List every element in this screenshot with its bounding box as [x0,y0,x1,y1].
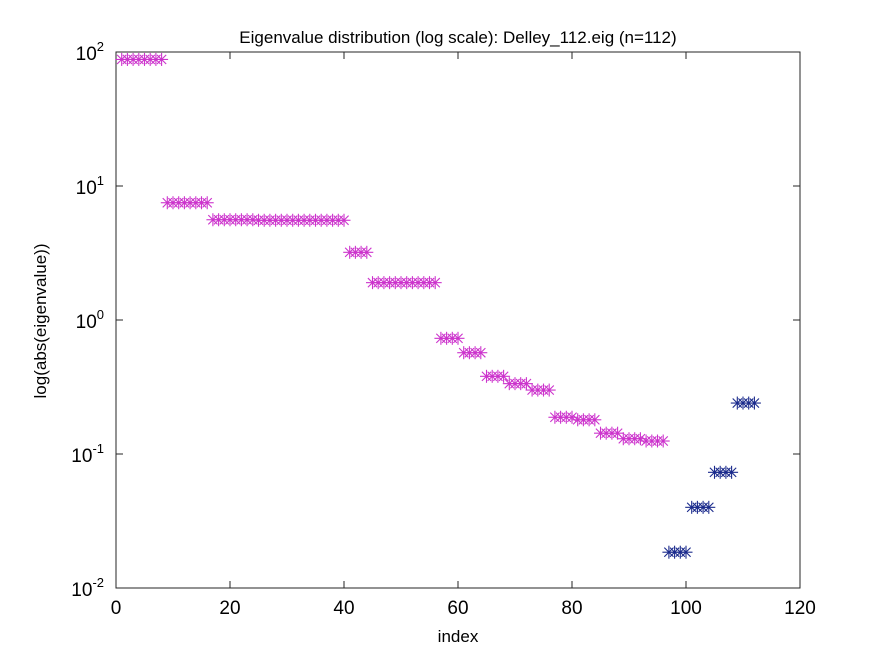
data-point [428,276,442,290]
data-point [565,410,579,424]
y-tick-base: 10 [71,580,92,601]
data-point [588,413,602,427]
x-tick-label: 120 [784,598,816,619]
data-point [702,500,716,514]
y-tick-base: 10 [76,44,97,65]
x-tick-label: 100 [670,598,702,619]
x-axis: 0 20 40 60 80 100 120 [111,52,816,619]
x-tick-label: 80 [561,598,582,619]
y-tick-label: 101 [76,173,104,199]
x-tick-label: 20 [219,598,240,619]
data-point [474,346,488,360]
y-tick-exponent: -2 [92,575,104,590]
y-tick-label: 102 [76,39,104,65]
data-point [656,434,670,448]
data-point [633,432,647,446]
data-point [747,396,761,410]
chart-title: Eigenvalue distribution (log scale): Del… [239,28,676,47]
y-tick-base: 10 [76,312,97,333]
data-point [155,52,169,66]
y-tick-label: 100 [76,307,104,333]
data-point [542,383,556,397]
x-tick-label: 0 [111,598,122,619]
data-point [679,545,693,559]
data-point [497,369,511,383]
data-point [360,245,374,259]
y-tick-exponent: 2 [97,39,104,54]
y-tick-base: 10 [76,178,97,199]
y-axis-label: log(abs(eigenvalue)) [31,244,50,399]
y-tick-label: 10-1 [71,441,104,467]
data-point [725,465,739,479]
data-markers [115,52,761,559]
x-tick-label: 60 [447,598,468,619]
data-point [200,196,214,210]
x-axis-label: index [438,627,479,646]
y-tick-base: 10 [71,446,92,467]
y-tick-exponent: 1 [97,173,104,188]
data-point [337,213,351,227]
y-tick-label: 10-2 [71,575,104,601]
y-tick-exponent: -1 [92,441,104,456]
x-tick-label: 40 [333,598,354,619]
data-point [451,331,465,345]
y-tick-exponent: 0 [97,307,104,322]
